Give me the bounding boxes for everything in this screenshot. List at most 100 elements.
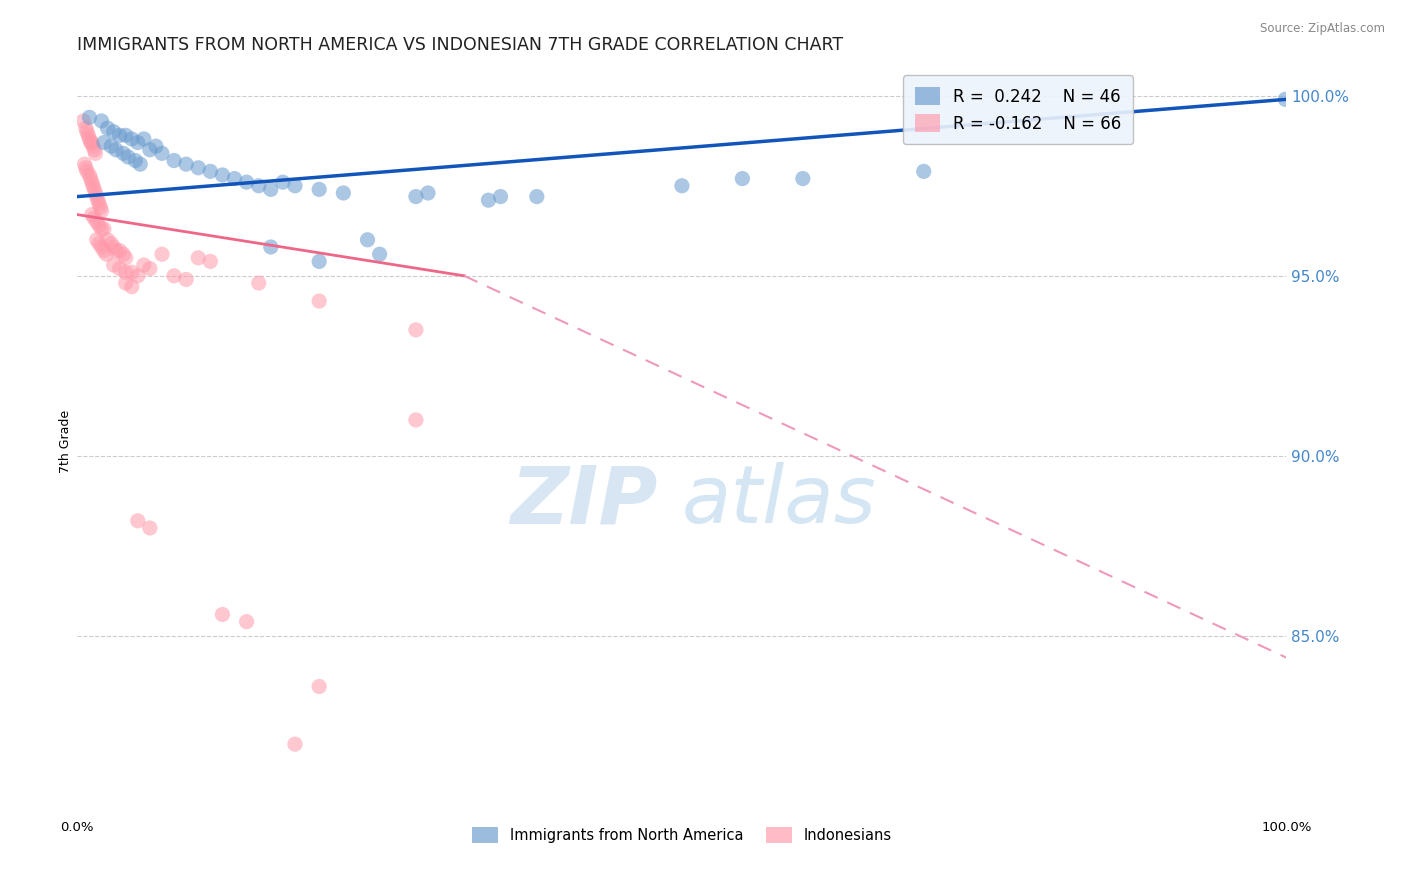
- Point: [416, 186, 439, 200]
- Point: [405, 323, 427, 337]
- Point: [114, 251, 136, 265]
- Point: [332, 186, 354, 200]
- Point: [163, 153, 186, 168]
- Point: [489, 189, 512, 203]
- Point: [89, 200, 111, 214]
- Point: [671, 178, 693, 193]
- Point: [79, 111, 101, 125]
- Point: [139, 261, 162, 276]
- Point: [405, 413, 427, 427]
- Point: [76, 164, 98, 178]
- Point: [82, 178, 104, 193]
- Point: [284, 178, 307, 193]
- Point: [308, 182, 330, 196]
- Point: [132, 258, 155, 272]
- Point: [174, 157, 197, 171]
- Point: [145, 139, 167, 153]
- Point: [368, 247, 391, 261]
- Point: [132, 132, 155, 146]
- Point: [912, 164, 935, 178]
- Point: [477, 193, 499, 207]
- Point: [792, 171, 814, 186]
- Point: [80, 175, 103, 189]
- Point: [284, 737, 307, 751]
- Point: [87, 193, 110, 207]
- Point: [200, 254, 222, 268]
- Point: [124, 153, 146, 168]
- Point: [93, 136, 115, 150]
- Point: [247, 276, 270, 290]
- Point: [247, 178, 270, 193]
- Point: [129, 157, 152, 171]
- Point: [127, 136, 149, 150]
- Point: [150, 146, 173, 161]
- Point: [77, 128, 100, 143]
- Point: [93, 244, 115, 258]
- Point: [308, 294, 330, 309]
- Point: [108, 244, 131, 258]
- Point: [121, 132, 143, 146]
- Point: [260, 240, 283, 254]
- Point: [75, 121, 97, 136]
- Point: [72, 114, 94, 128]
- Point: [139, 521, 162, 535]
- Point: [108, 128, 131, 143]
- Point: [80, 208, 103, 222]
- Point: [84, 146, 107, 161]
- Point: [114, 265, 136, 279]
- Point: [174, 272, 197, 286]
- Point: [90, 114, 112, 128]
- Point: [83, 211, 105, 226]
- Point: [260, 182, 283, 196]
- Point: [187, 161, 209, 175]
- Point: [308, 680, 330, 694]
- Point: [86, 189, 108, 203]
- Y-axis label: 7th Grade: 7th Grade: [59, 410, 72, 473]
- Point: [108, 261, 131, 276]
- Point: [139, 143, 162, 157]
- Text: ZIP: ZIP: [510, 462, 658, 541]
- Point: [235, 615, 257, 629]
- Point: [121, 279, 143, 293]
- Point: [127, 514, 149, 528]
- Point: [87, 219, 110, 233]
- Point: [87, 196, 110, 211]
- Point: [79, 171, 101, 186]
- Point: [75, 161, 97, 175]
- Point: [200, 164, 222, 178]
- Point: [87, 236, 110, 251]
- Point: [96, 247, 118, 261]
- Point: [90, 240, 112, 254]
- Point: [112, 146, 135, 161]
- Point: [86, 233, 108, 247]
- Point: [80, 136, 103, 150]
- Point: [96, 233, 118, 247]
- Point: [84, 186, 107, 200]
- Point: [731, 171, 754, 186]
- Point: [271, 175, 294, 189]
- Point: [93, 222, 115, 236]
- Point: [224, 171, 246, 186]
- Point: [211, 607, 233, 622]
- Point: [105, 143, 128, 157]
- Point: [187, 251, 209, 265]
- Point: [112, 247, 135, 261]
- Point: [308, 254, 330, 268]
- Point: [235, 175, 257, 189]
- Text: IMMIGRANTS FROM NORTH AMERICA VS INDONESIAN 7TH GRADE CORRELATION CHART: IMMIGRANTS FROM NORTH AMERICA VS INDONES…: [77, 37, 844, 54]
- Point: [103, 258, 125, 272]
- Point: [83, 143, 105, 157]
- Legend: Immigrants from North America, Indonesians: Immigrants from North America, Indonesia…: [465, 820, 898, 850]
- Point: [79, 168, 101, 182]
- Point: [79, 136, 101, 150]
- Point: [105, 244, 128, 258]
- Point: [163, 268, 186, 283]
- Point: [121, 265, 143, 279]
- Point: [405, 189, 427, 203]
- Point: [103, 240, 125, 254]
- Point: [96, 121, 118, 136]
- Point: [83, 182, 105, 196]
- Point: [1274, 92, 1296, 106]
- Point: [90, 222, 112, 236]
- Point: [103, 125, 125, 139]
